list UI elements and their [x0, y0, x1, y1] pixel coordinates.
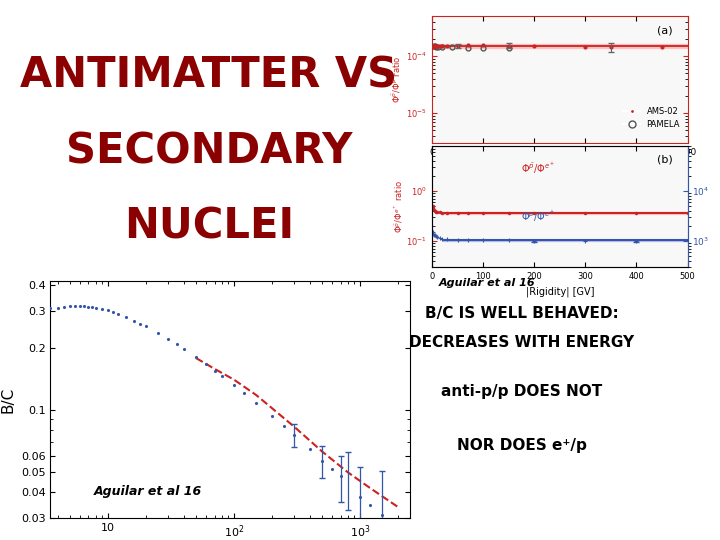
- Text: anti-p/p DOES NOT: anti-p/p DOES NOT: [441, 384, 603, 399]
- Text: (a): (a): [657, 25, 672, 35]
- Text: NOR DOES e⁺/p: NOR DOES e⁺/p: [457, 438, 587, 453]
- Text: NUCLEI: NUCLEI: [124, 206, 294, 248]
- Text: Aguilar et al 16: Aguilar et al 16: [94, 484, 202, 498]
- Text: SECONDARY: SECONDARY: [66, 130, 352, 172]
- Y-axis label: $\Phi^{\bar{p}}/\Phi^{e^+}$ ratio: $\Phi^{\bar{p}}/\Phi^{e^+}$ ratio: [392, 180, 405, 233]
- X-axis label: |Rigidity| [GV]: |Rigidity| [GV]: [526, 287, 594, 297]
- Text: $\Phi^{p}/\Phi^{e^+}$: $\Phi^{p}/\Phi^{e^+}$: [521, 208, 556, 224]
- Y-axis label: B/C: B/C: [0, 387, 15, 413]
- Text: $\Phi^{\bar{p}}/\Phi^{e^+}$: $\Phi^{\bar{p}}/\Phi^{e^+}$: [521, 160, 556, 176]
- Text: (b): (b): [657, 154, 672, 164]
- Text: Aguilar et al 16: Aguilar et al 16: [439, 278, 536, 288]
- Text: ANTIMATTER VS: ANTIMATTER VS: [20, 55, 397, 97]
- Text: B/C IS WELL BEHAVED:: B/C IS WELL BEHAVED:: [425, 306, 619, 321]
- Y-axis label: $\Phi^{\bar{p}}/\Phi^{p}$ ratio: $\Phi^{\bar{p}}/\Phi^{p}$ ratio: [391, 56, 403, 104]
- Legend: AMS-02, PAMELA: AMS-02, PAMELA: [620, 104, 683, 133]
- Text: DECREASES WITH ENERGY: DECREASES WITH ENERGY: [410, 335, 634, 350]
